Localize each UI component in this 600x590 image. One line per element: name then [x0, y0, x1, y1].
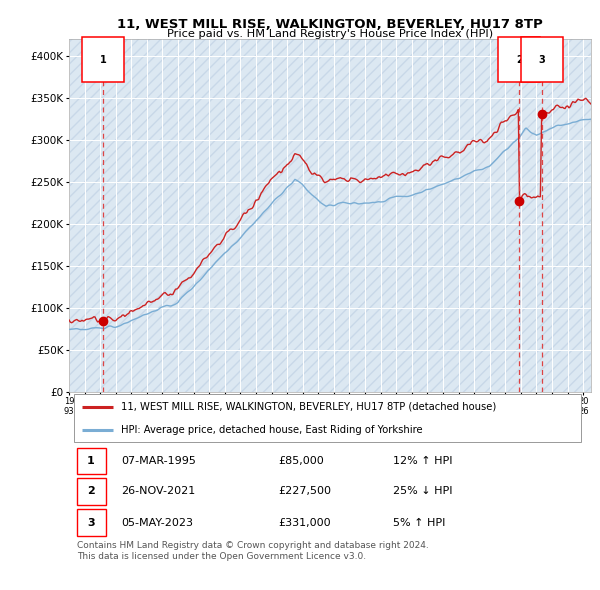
FancyBboxPatch shape	[77, 448, 106, 474]
Text: 1: 1	[87, 456, 95, 466]
Text: 12% ↑ HPI: 12% ↑ HPI	[392, 456, 452, 466]
Text: Contains HM Land Registry data © Crown copyright and database right 2024.
This d: Contains HM Land Registry data © Crown c…	[77, 540, 428, 561]
Text: 25% ↓ HPI: 25% ↓ HPI	[392, 486, 452, 496]
Text: 05-MAY-2023: 05-MAY-2023	[121, 517, 193, 527]
Text: 3: 3	[538, 55, 545, 65]
Text: £227,500: £227,500	[278, 486, 331, 496]
Text: 2: 2	[87, 486, 95, 496]
FancyBboxPatch shape	[77, 478, 106, 504]
Text: 5% ↑ HPI: 5% ↑ HPI	[392, 517, 445, 527]
Text: 3: 3	[87, 517, 95, 527]
Text: Price paid vs. HM Land Registry's House Price Index (HPI): Price paid vs. HM Land Registry's House …	[167, 29, 493, 39]
Text: 26-NOV-2021: 26-NOV-2021	[121, 486, 196, 496]
Text: £331,000: £331,000	[278, 517, 331, 527]
Text: 11, WEST MILL RISE, WALKINGTON, BEVERLEY, HU17 8TP: 11, WEST MILL RISE, WALKINGTON, BEVERLEY…	[117, 18, 543, 31]
Text: 07-MAR-1995: 07-MAR-1995	[121, 456, 196, 466]
Text: 2: 2	[516, 55, 523, 65]
Text: £85,000: £85,000	[278, 456, 323, 466]
Text: 1: 1	[100, 55, 106, 65]
Text: HPI: Average price, detached house, East Riding of Yorkshire: HPI: Average price, detached house, East…	[121, 425, 423, 435]
FancyBboxPatch shape	[77, 509, 106, 536]
FancyBboxPatch shape	[74, 395, 581, 442]
Text: 11, WEST MILL RISE, WALKINGTON, BEVERLEY, HU17 8TP (detached house): 11, WEST MILL RISE, WALKINGTON, BEVERLEY…	[121, 402, 496, 412]
